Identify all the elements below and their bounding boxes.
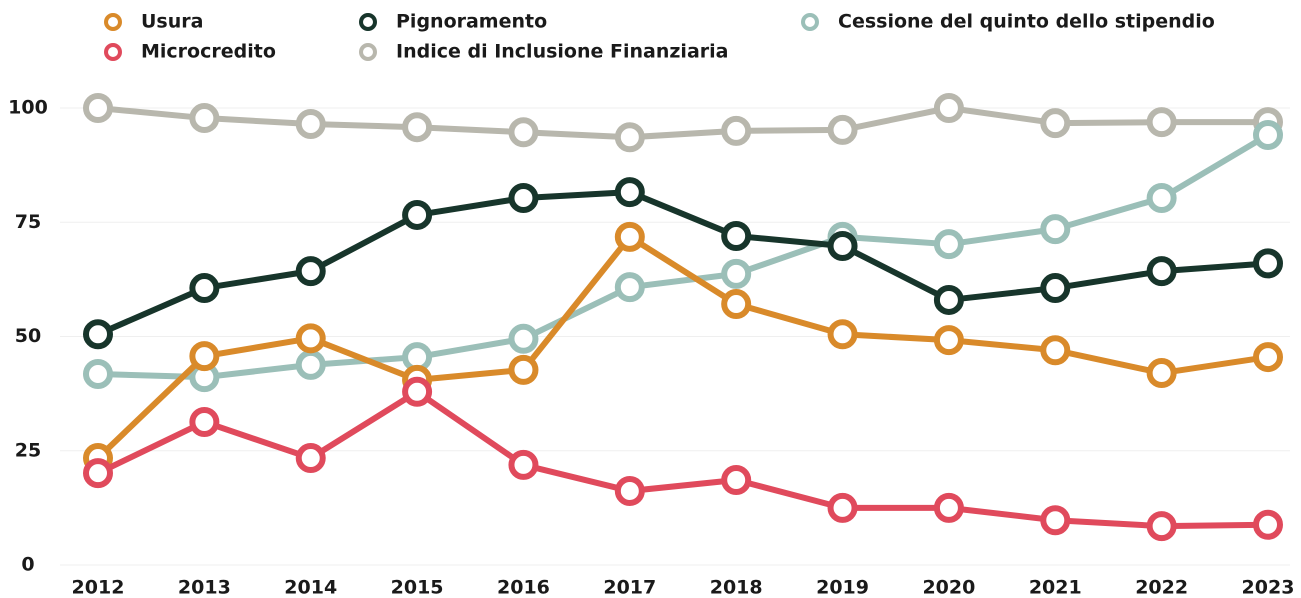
data-point (827, 231, 858, 262)
x-tick-label: 2014 (284, 577, 337, 598)
data-point (1146, 511, 1177, 542)
data-point (1253, 119, 1283, 150)
data-point (1146, 107, 1177, 138)
data-point (295, 323, 326, 354)
series-line (96, 189, 1269, 337)
legend-label: Cessione del quinto dello stipendio (838, 11, 1215, 33)
data-point (83, 319, 113, 350)
legend-label: Indice di Inclusione Finanziaria (396, 41, 728, 63)
legend-label: Pignoramento (396, 11, 547, 33)
x-tick-label: 2020 (922, 577, 975, 598)
data-point (295, 443, 326, 474)
data-point (1040, 505, 1071, 536)
data-point (933, 93, 964, 123)
data-point (827, 319, 858, 350)
x-tick-label: 2012 (72, 577, 125, 598)
data-point (721, 464, 752, 495)
x-tick-label: 2015 (391, 577, 444, 598)
legend-marker (801, 13, 819, 31)
data-point (721, 220, 752, 251)
data-point (614, 177, 645, 208)
x-tick-label: 2013 (178, 577, 231, 598)
data-point (189, 341, 220, 372)
y-tick-label: 75 (15, 211, 41, 233)
data-point (1146, 256, 1177, 287)
data-point (402, 112, 433, 143)
legend-marker (359, 13, 377, 31)
legend-marker (359, 43, 377, 61)
legend-label: Usura (141, 11, 203, 33)
data-point (189, 273, 220, 304)
data-point (1040, 273, 1071, 304)
data-point (614, 122, 645, 153)
data-point (1040, 214, 1071, 245)
x-tick-label: 2023 (1242, 577, 1295, 598)
data-point (508, 449, 539, 480)
data-point (1040, 335, 1071, 366)
legend-marker (104, 43, 122, 61)
data-point (933, 284, 964, 315)
legend-marker (104, 13, 122, 31)
data-point (295, 108, 326, 139)
series-line (95, 233, 1269, 461)
data-point (1146, 183, 1177, 214)
data-point (614, 475, 645, 506)
data-point (614, 221, 645, 252)
x-tick-label: 2021 (1029, 577, 1082, 598)
x-tick-label: 2016 (497, 577, 550, 598)
y-tick-label: 100 (8, 97, 48, 119)
x-tick-label: 2022 (1135, 577, 1188, 598)
data-point (933, 492, 964, 523)
data-point (721, 289, 752, 320)
data-point (402, 376, 433, 407)
data-point (1040, 108, 1071, 139)
data-point (1146, 358, 1177, 389)
data-point (933, 229, 964, 260)
data-point (1253, 248, 1283, 279)
data-point (508, 323, 539, 354)
data-point (402, 199, 433, 230)
data-point (83, 358, 113, 389)
data-point (1253, 342, 1283, 373)
data-point (189, 406, 220, 437)
series-line (97, 132, 1270, 381)
data-point (827, 492, 858, 523)
legend-label: Microcredito (141, 41, 276, 63)
x-tick-label: 2017 (603, 577, 656, 598)
y-tick-label: 0 (21, 554, 34, 576)
series-line (97, 105, 1268, 141)
data-point (933, 325, 964, 356)
data-point (1253, 509, 1283, 540)
y-tick-label: 25 (15, 439, 41, 461)
data-point (827, 114, 858, 145)
data-point (508, 117, 539, 148)
x-tick-label: 2019 (816, 577, 869, 598)
data-point (295, 349, 326, 380)
y-tick-label: 50 (15, 325, 41, 347)
data-point (721, 115, 752, 146)
data-point (295, 256, 326, 287)
series-line (96, 388, 1269, 530)
data-point (83, 93, 113, 123)
data-point (614, 272, 645, 303)
data-point (721, 258, 752, 289)
x-tick-label: 2018 (710, 577, 763, 598)
data-point (83, 458, 113, 489)
data-point (508, 183, 539, 214)
data-point (508, 354, 539, 385)
data-point (189, 103, 220, 134)
